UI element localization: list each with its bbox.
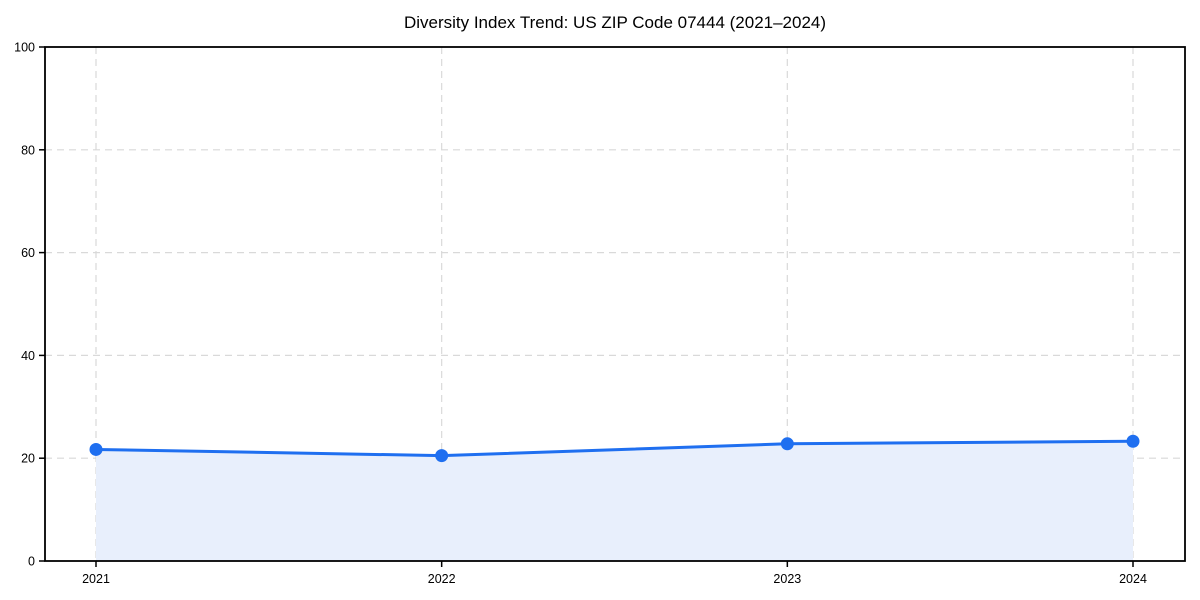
data-point-marker: [1126, 434, 1140, 448]
y-tick-label: 60: [21, 246, 35, 260]
y-tick-label: 0: [28, 555, 35, 569]
plot-area: 0 20 40 60 80 100 2021 2022 2023 2024: [14, 41, 1186, 586]
data-point-marker: [435, 449, 449, 463]
x-tick-label: 2024: [1119, 572, 1147, 586]
plot-border: [44, 46, 1186, 562]
x-tick-label: 2021: [82, 572, 110, 586]
y-tick-label: 40: [21, 349, 35, 363]
data-point-marker: [780, 437, 794, 451]
x-tick-label: 2022: [428, 572, 456, 586]
chart-title: Diversity Index Trend: US ZIP Code 07444…: [404, 13, 826, 32]
y-tick-label: 80: [21, 143, 35, 157]
y-tick-label: 20: [21, 452, 35, 466]
area-fill: [96, 441, 1133, 561]
x-tick-label: 2023: [773, 572, 801, 586]
y-tick-label: 100: [14, 41, 35, 55]
trend-line: [94, 439, 1135, 458]
data-point-marker: [89, 442, 103, 456]
